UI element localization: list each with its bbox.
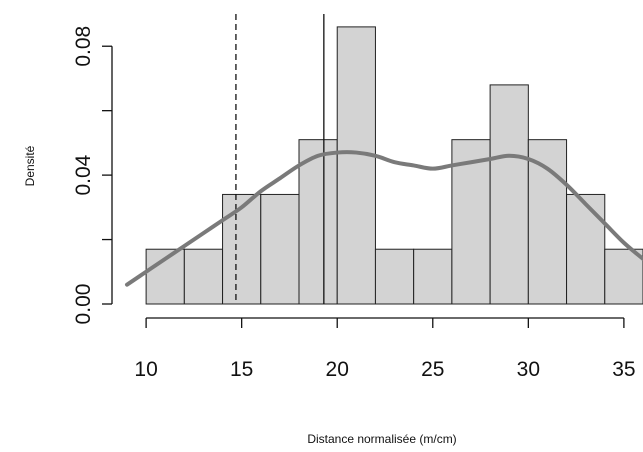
- x-tick-label-0: 10: [134, 358, 157, 381]
- y-tick-label-2: 0.08: [72, 26, 95, 67]
- histogram-bar-3: [260, 193, 300, 305]
- x-tick-label-1: 15: [230, 358, 253, 381]
- histogram-bar-12: [604, 248, 643, 305]
- histogram-bar-10: [527, 139, 568, 305]
- x-axis: 10 15 20 25 30 35: [134, 317, 636, 381]
- density-curve-layer: [125, 150, 643, 287]
- histogram-bar-6: [374, 248, 415, 305]
- y-tick-label-1: 0.04: [72, 154, 95, 195]
- y-axis-title: Densité: [23, 145, 37, 186]
- y-tick-label-0: 0.00: [72, 284, 95, 325]
- histogram-bar-2: [222, 193, 262, 305]
- x-tick-label-3: 25: [421, 358, 444, 381]
- x-tick-label-4: 30: [517, 358, 540, 381]
- x-tick-label-5: 35: [612, 358, 635, 381]
- histogram-bar-1: [183, 248, 224, 305]
- histogram-bar-5: [336, 26, 376, 305]
- histogram-bar-9: [489, 84, 529, 305]
- histogram-bar-11: [566, 193, 606, 305]
- density-curve: [125, 150, 643, 287]
- x-tick-label-2: 20: [326, 358, 349, 381]
- histogram-bar-8: [451, 139, 491, 305]
- x-axis-title: Distance normalisée (m/cm): [307, 432, 456, 446]
- reference-lines-layer: [235, 14, 325, 304]
- bars-layer: [145, 26, 643, 305]
- y-axis: 0.00 0.04 0.08: [72, 26, 113, 325]
- histogram-bar-7: [413, 248, 453, 305]
- histogram-bar-4: [298, 139, 338, 305]
